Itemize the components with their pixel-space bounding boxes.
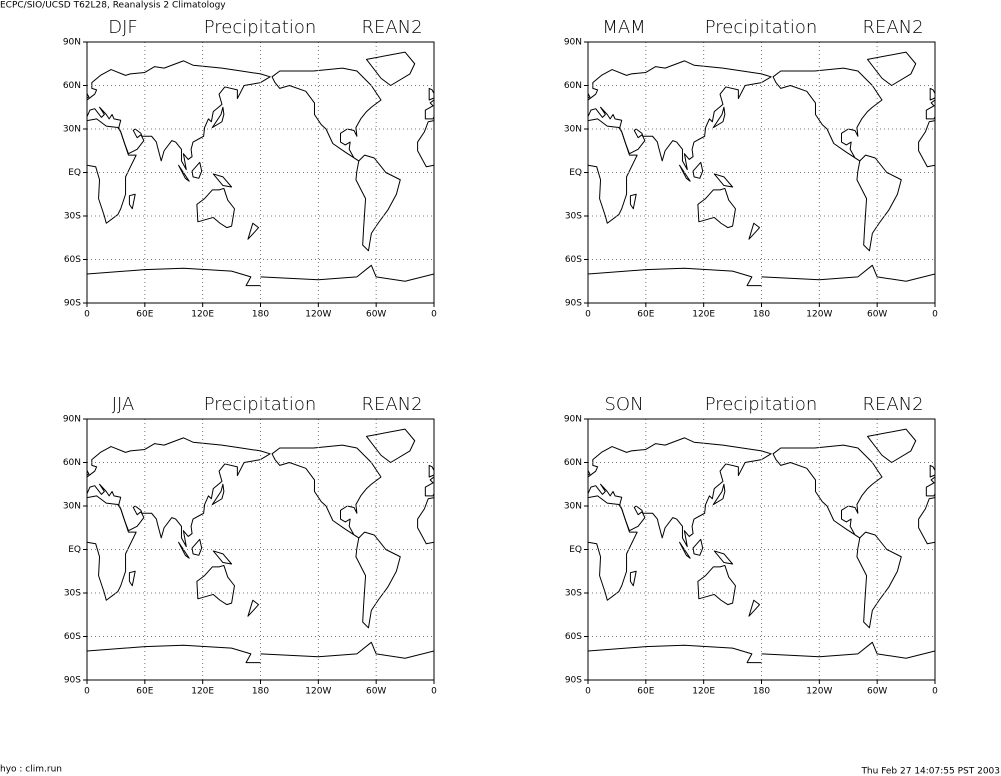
lon-label: 0 [932,687,938,697]
lon-label: 180 [753,687,770,697]
lat-label: 90S [64,299,81,309]
lon-label: 120E [191,687,214,697]
lat-label: 60S [565,632,582,642]
lon-label: 60E [136,687,153,697]
lat-label: 90S [565,299,582,309]
coastlines [87,51,434,287]
map-frame [86,418,435,681]
lon-label: 120E [692,687,715,697]
variable: Precipitation [705,394,818,415]
lon-label: 60W [366,310,386,320]
lon-label: 60W [366,687,386,697]
lat-label: 30N [564,502,582,512]
lon-label: 0 [932,310,938,320]
coastline [588,428,772,664]
lon-label: 180 [252,687,269,697]
season: SON [604,394,643,415]
lat-label: EQ [68,545,81,555]
lat-label: 90S [64,676,81,686]
lon-label: 0 [431,310,437,320]
lon-label: 0 [585,310,591,320]
coastline [760,51,935,287]
lon-label: 0 [431,687,437,697]
lat-label: 60N [564,81,582,91]
season: DJF [108,17,138,38]
lat-label: 30N [63,125,81,135]
source: REAN2 [361,394,422,415]
map-frame [587,41,936,304]
lat-label: 90N [564,38,582,48]
coastline [87,51,271,287]
lon-label: 120W [806,687,832,697]
footer-left: hyo : clim.run [0,765,62,775]
lat-label: 60N [63,81,81,91]
variable: Precipitation [204,17,317,38]
lat-label: 90N [564,415,582,425]
variable: Precipitation [204,394,317,415]
lat-label: EQ [569,545,582,555]
lon-label: 120E [692,310,715,320]
coastlines [588,428,935,664]
lat-label: 30S [565,589,582,599]
lon-label: 120W [806,310,832,320]
lon-label: 60E [637,687,654,697]
lon-label: 120W [305,687,331,697]
coastlines [87,428,434,664]
lat-label: 30N [564,125,582,135]
header: ECPC/SIO/UCSD T62L28, Reanalysis 2 Clima… [0,1,226,11]
lat-label: 90S [565,676,582,686]
lat-label: EQ [569,168,582,178]
lat-label: 90N [63,415,81,425]
lat-label: 60N [63,458,81,468]
lon-label: 0 [84,687,90,697]
lat-label: 60S [64,255,81,265]
map-frame [587,418,936,681]
lat-label: 60N [564,458,582,468]
coastline [588,51,772,287]
lat-label: 90N [63,38,81,48]
lon-label: 60E [136,310,153,320]
source: REAN2 [361,17,422,38]
variable: Precipitation [705,17,818,38]
lat-label: EQ [68,168,81,178]
footer-right: Thu Feb 27 14:07:55 PST 2003 [860,767,1000,776]
map-frame [86,41,435,304]
lat-label: 30S [64,589,81,599]
coastlines [588,51,935,287]
lon-label: 60W [867,687,887,697]
source: REAN2 [862,394,923,415]
lat-label: 30S [565,212,582,222]
lon-label: 0 [585,687,591,697]
lon-label: 0 [84,310,90,320]
lon-label: 180 [252,310,269,320]
coastline [87,428,271,664]
lon-label: 120W [305,310,331,320]
lat-label: 60S [64,632,81,642]
lat-label: 60S [565,255,582,265]
lon-label: 60W [867,310,887,320]
season: JJA [112,394,135,415]
lat-label: 30S [64,212,81,222]
season: MAM [602,17,645,38]
lat-label: 30N [63,502,81,512]
source: REAN2 [862,17,923,38]
lon-label: 120E [191,310,214,320]
lon-label: 60E [637,310,654,320]
lon-label: 180 [753,310,770,320]
coastline [760,428,935,664]
